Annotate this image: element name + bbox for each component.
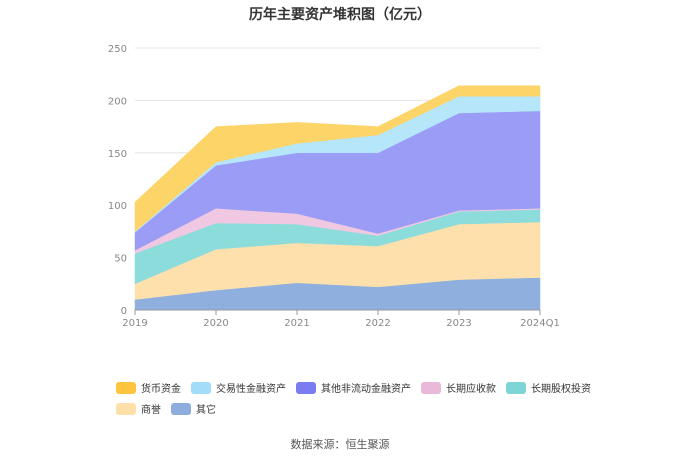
legend-item[interactable]: 货币资金 — [116, 380, 181, 395]
legend-item[interactable]: 商誉 — [116, 401, 161, 416]
x-tick-label: 2019 — [122, 318, 147, 329]
legend-item[interactable]: 其它 — [171, 401, 216, 416]
legend-label: 其它 — [196, 405, 216, 416]
y-tick-label: 150 — [108, 149, 127, 160]
y-tick-label: 200 — [108, 96, 127, 107]
legend-item[interactable]: 交易性金融资产 — [191, 380, 286, 395]
legend-label: 长期股权投资 — [531, 384, 591, 395]
stacked-area-chart: 0 50 100 150 200 250 2019 2020 2021 2022 2023 2024Q… — [108, 44, 560, 329]
legend-swatch — [421, 381, 441, 394]
x-tick-label: 2023 — [446, 318, 471, 329]
legend-item[interactable]: 长期应收款 — [421, 380, 496, 395]
legend-row: 商誉 其它 — [116, 398, 636, 419]
legend-label: 商誉 — [141, 405, 161, 416]
legend-swatch — [506, 381, 526, 394]
x-tick-label: 2022 — [365, 318, 390, 329]
x-tick-label: 2021 — [284, 318, 309, 329]
legend-swatch — [116, 381, 136, 394]
legend-label: 其他非流动金融资产 — [321, 384, 411, 395]
legend-label: 长期应收款 — [446, 384, 496, 395]
legend-swatch — [116, 402, 136, 415]
y-tick-label: 0 — [121, 306, 127, 317]
chart-title: 历年主要资产堆积图（亿元） — [249, 7, 431, 23]
x-tick-label: 2020 — [203, 318, 228, 329]
legend-item[interactable]: 长期股权投资 — [506, 380, 591, 395]
legend-swatch — [191, 381, 211, 394]
area-series — [134, 85, 541, 311]
legend-label: 货币资金 — [141, 384, 181, 395]
y-tick-label: 250 — [108, 44, 127, 55]
y-tick-label: 50 — [114, 254, 127, 265]
legend-swatch — [296, 381, 316, 394]
legend-label: 交易性金融资产 — [216, 384, 286, 395]
x-tick-label: 2024Q1 — [520, 318, 560, 329]
legend: 货币资金 交易性金融资产 其他非流动金融资产 长期应收款 长期股权投资商誉 其它 — [116, 377, 636, 419]
area-7 — [134, 85, 541, 232]
y-tick-label: 100 — [108, 201, 127, 212]
data-source-note: 数据来源：恒生聚源 — [290, 438, 390, 451]
axes: 0 50 100 150 200 250 2019 2020 2021 2022 2023 2024Q… — [108, 44, 560, 329]
legend-row: 货币资金 交易性金融资产 其他非流动金融资产 长期应收款 长期股权投资 — [116, 377, 636, 398]
legend-swatch — [171, 402, 191, 415]
legend-item[interactable]: 其他非流动金融资产 — [296, 380, 411, 395]
